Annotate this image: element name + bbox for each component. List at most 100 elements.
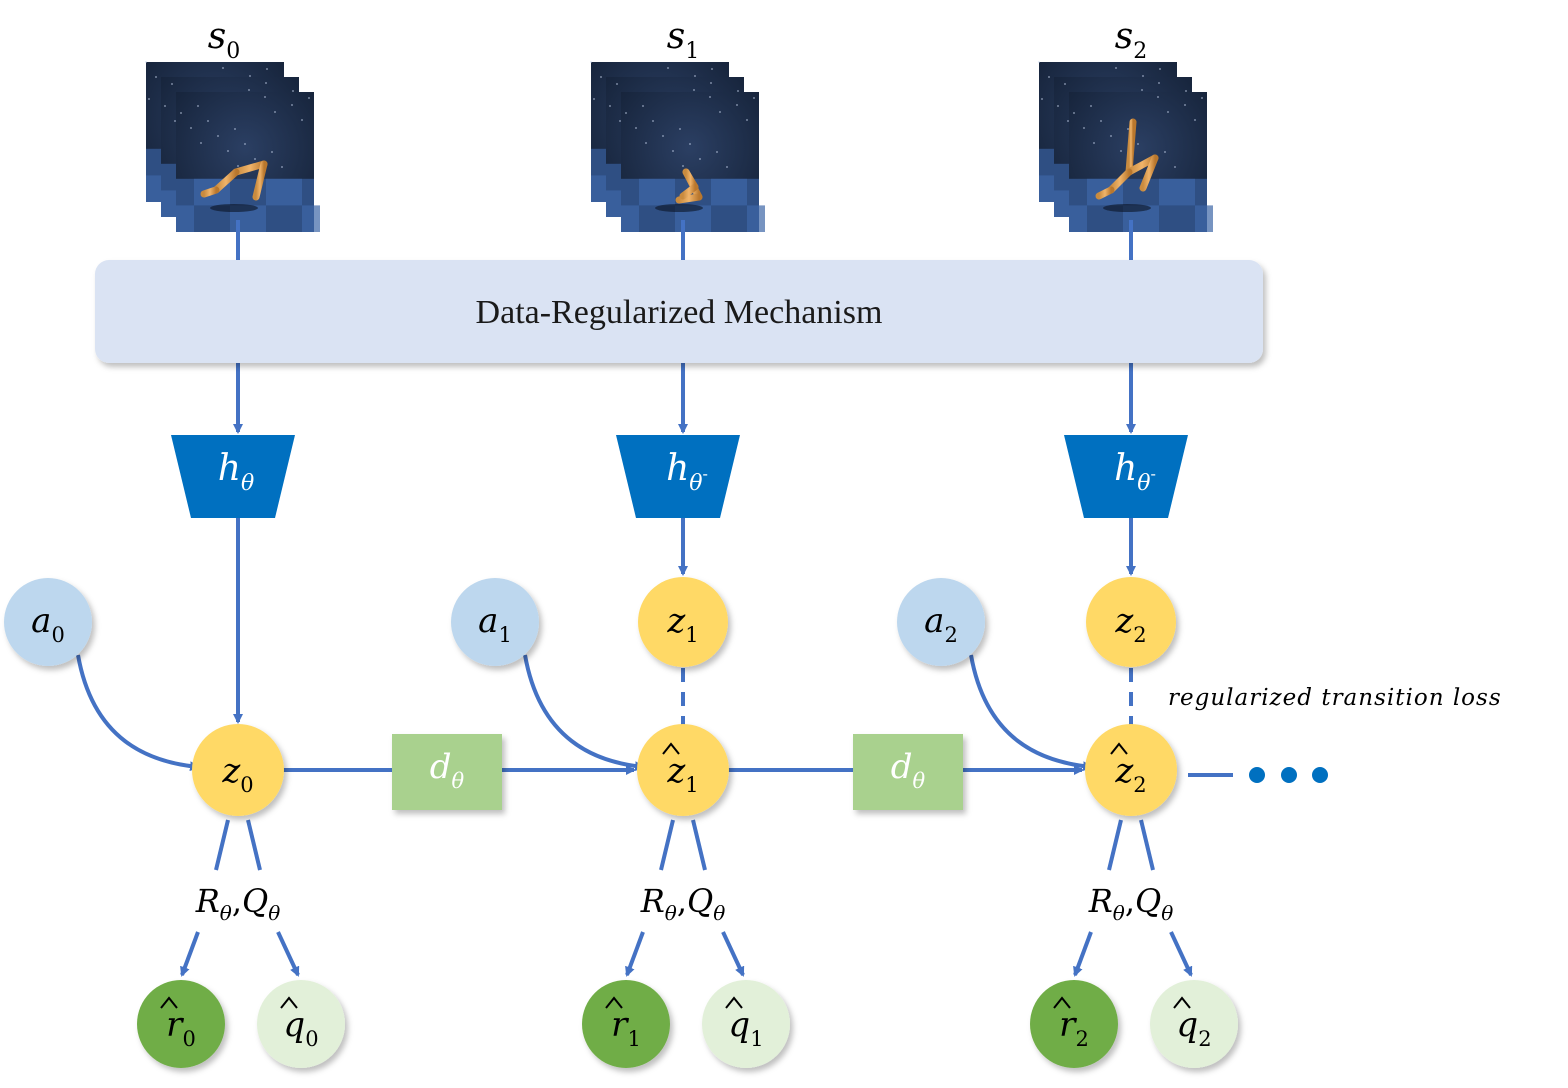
- walker-limb: [675, 193, 703, 204]
- star: [1057, 105, 1059, 107]
- walker-shadow: [655, 204, 703, 212]
- target-latent-label-1-subscript: 1: [685, 623, 698, 647]
- star: [1064, 83, 1066, 85]
- star: [249, 75, 251, 77]
- star: [737, 90, 739, 92]
- encoder-label-2: hθ-: [1114, 448, 1156, 496]
- latent-node-0: [192, 724, 284, 816]
- star: [148, 98, 150, 100]
- floor-tile: [176, 205, 194, 232]
- connection-arrows: [76, 220, 1233, 977]
- latent-label-0-subscript: 0: [240, 773, 253, 797]
- star: [266, 68, 268, 70]
- reward-label-0-subscript: 0: [182, 1027, 195, 1051]
- heads-q: Q: [1135, 882, 1161, 920]
- star: [308, 97, 310, 99]
- heads-sep: ,: [677, 882, 687, 920]
- floor-tile: [591, 175, 609, 202]
- arrow-action-to-latent-1: [523, 654, 645, 772]
- latent-label-0-base: z: [221, 751, 241, 791]
- star: [155, 76, 157, 78]
- heads-r_sub: θ: [665, 901, 677, 925]
- dynamics-label-1-base: d: [891, 747, 913, 787]
- heads-r_sub: θ: [220, 901, 232, 925]
- floor-tile: [729, 178, 747, 206]
- encoder-label-0-subscript: θ: [241, 471, 254, 496]
- value-label-2-hat: [1173, 996, 1191, 1009]
- heads-q_sub: θ: [1161, 901, 1173, 925]
- encoder-label-1: hθ-: [666, 448, 708, 496]
- star: [1093, 142, 1095, 144]
- floor-tile: [1069, 205, 1087, 232]
- reward-label-2-base: r: [1059, 1005, 1077, 1045]
- reward-label-2-hat: [1053, 996, 1071, 1009]
- walker-limb: [1139, 154, 1159, 192]
- star: [652, 120, 654, 122]
- mechanism-label: Data-Regularized Mechanism: [476, 294, 883, 331]
- star: [222, 67, 224, 69]
- state-label-0-base: s: [208, 16, 226, 57]
- floor-tile: [621, 205, 639, 232]
- star: [1167, 111, 1169, 113]
- heads-r_sub: θ: [1113, 901, 1125, 925]
- reward-label-1-subscript: 1: [627, 1027, 640, 1051]
- action-node-0: [4, 578, 92, 666]
- star: [1142, 75, 1144, 77]
- encoder-2: [1064, 435, 1188, 518]
- star: [642, 105, 644, 107]
- state-label-1: s1: [667, 16, 699, 64]
- star: [281, 166, 283, 168]
- value-label-0-hat: [280, 996, 298, 1009]
- target-latent-label-2: z2: [1114, 601, 1146, 647]
- floor-tile: [657, 178, 675, 206]
- arrow-heads-to-reward-2: [1073, 931, 1093, 977]
- encoder-label-2-base: h: [1114, 448, 1137, 489]
- star: [600, 76, 602, 78]
- floor-tile: [230, 205, 248, 232]
- walker-limb: [1125, 118, 1137, 176]
- latent-label-2-subscript: 2: [1133, 773, 1146, 797]
- floor-tile: [675, 205, 693, 232]
- frame: [621, 92, 765, 232]
- star: [1159, 68, 1161, 70]
- walker-limb: [212, 168, 240, 194]
- walker-shadow: [210, 204, 258, 212]
- star: [145, 61, 147, 63]
- walker-figure: [200, 126, 268, 212]
- continuation-dot-0: [1249, 767, 1265, 783]
- target-latent-label-2-base: z: [1114, 601, 1134, 641]
- action-label-0-base: a: [31, 601, 51, 641]
- star: [1137, 143, 1139, 145]
- action-label-2-subscript: 2: [944, 623, 957, 647]
- floor-tile: [1159, 178, 1177, 206]
- star: [590, 61, 592, 63]
- star: [711, 68, 713, 70]
- value-label-1: q1: [728, 1005, 763, 1051]
- star: [1038, 61, 1040, 63]
- target-latent-label-1: z1: [666, 601, 698, 647]
- star: [174, 120, 176, 122]
- heads-q_sub: θ: [268, 901, 280, 925]
- walker-limb: [232, 160, 268, 176]
- continuation-dot-2: [1312, 767, 1328, 783]
- value-label-0: q0: [283, 1005, 318, 1051]
- floor-tile: [302, 205, 320, 232]
- floor-tile: [1039, 175, 1057, 202]
- data-regularized-mechanism: Data-Regularized Mechanism: [95, 260, 1263, 363]
- heads-r: R: [640, 882, 665, 920]
- star: [716, 151, 718, 153]
- floor-tile: [161, 190, 179, 217]
- reward-node-2: [1030, 980, 1118, 1068]
- action-label-1-base: a: [478, 601, 498, 641]
- star: [207, 120, 209, 122]
- action-node-2: [897, 578, 985, 666]
- value-node-0: [257, 980, 345, 1068]
- reward-label-0-hat: [160, 996, 178, 1009]
- reward-label-2: r2: [1059, 1005, 1089, 1051]
- edge-latent-to-heads-right-2: [1139, 819, 1155, 871]
- arrow-heads-to-reward-1: [625, 931, 645, 977]
- star: [200, 142, 202, 144]
- floor-tile: [284, 178, 302, 206]
- latent-label-1-base: z: [666, 751, 686, 791]
- encoder-1: [616, 435, 740, 518]
